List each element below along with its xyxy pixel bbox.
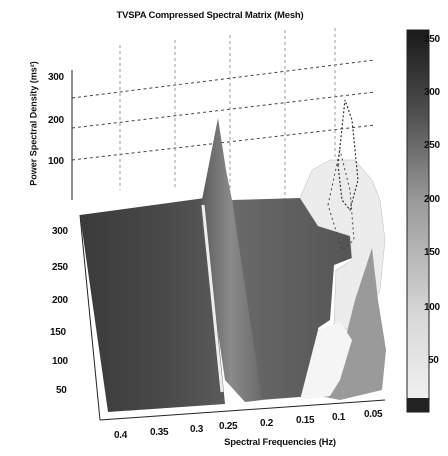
grid-line [71,91,376,129]
colorbar-tick-label: 50 [428,355,439,366]
chart-title: TVSPA Compressed Spectral Matrix (Mesh) [116,10,304,21]
colorbar-bottom-cap [407,398,429,412]
lf-peak [200,118,262,402]
x-tick-label: 0.25 [219,421,238,432]
front-axis-line [79,214,101,421]
x-tick-label: 0.1 [332,412,346,423]
z-tick-label: 150 [50,327,66,338]
mid-band [232,198,352,400]
z-tick-label: 200 [52,295,68,306]
grid-line [71,59,376,99]
colorbar-tick-label: 200 [424,194,440,205]
z-tick-label: 100 [52,356,68,367]
colorbar-tick-label: 350 [424,34,440,45]
z-tick-label: 300 [48,72,64,83]
z-tick-label: 300 [52,226,68,237]
z-tick-label: 250 [52,262,68,273]
x-tick-label: 0.4 [114,430,128,441]
z-tick-label: 50 [56,385,67,396]
x-tick-label: 0.05 [364,409,383,420]
x-axis-label: Spectral Frequencies (Hz) [224,437,336,448]
colorbar-tick-label: 300 [424,87,440,98]
hf-peak-contour [337,99,359,212]
surface-mesh [80,99,386,412]
colorbar-tick-label: 100 [424,302,440,313]
z-tick-label: 100 [48,156,64,167]
x-tick-label: 0.2 [260,418,274,429]
hf-peak-contour [327,149,355,251]
x-tick-label: 0.35 [150,427,169,438]
grid-line [71,124,376,161]
low-freq-slab [80,198,225,412]
colorbar-tick-label: 250 [424,140,440,151]
z-tick-label: 200 [48,115,64,126]
peak-edge [201,204,224,393]
hf-white-floor [300,322,352,400]
x-tick-label: 0.3 [190,424,204,435]
base-axis-line [99,399,386,421]
colorbar-tick-label: 150 [424,247,440,258]
x-tick-label: 0.15 [296,415,315,426]
hf-right-ridge [320,248,386,400]
